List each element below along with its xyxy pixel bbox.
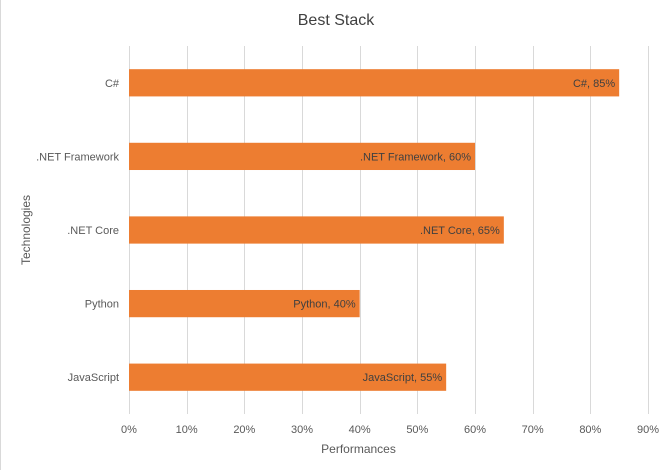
chart-border — [0, 0, 1, 470]
x-axis-title: Performances — [321, 442, 396, 456]
bar — [129, 142, 475, 171]
x-tick-label: 50% — [406, 424, 428, 436]
x-tick-label: 90% — [637, 424, 659, 436]
category-label: C# — [105, 78, 120, 90]
data-labels: C#, 85% .NET Framework, 60% .NET Core, 65%… — [293, 78, 615, 384]
x-tick-label: 60% — [464, 424, 486, 436]
bar — [129, 363, 447, 391]
category-label: .NET Core — [67, 225, 119, 237]
bar — [129, 289, 360, 318]
category-labels: C# .NET Framework .NET Core Python JavaScrip… — [36, 78, 120, 384]
data-label: Python, 40% — [293, 299, 356, 311]
bars — [129, 69, 620, 391]
x-tick-label: 80% — [579, 424, 601, 436]
data-label: C#, 85% — [573, 78, 615, 90]
category-label: Python — [85, 299, 119, 311]
gridlines — [129, 46, 649, 414]
y-axis-title: Technologies — [19, 195, 33, 265]
x-tick-label: 40% — [349, 424, 371, 436]
bar — [129, 216, 504, 244]
data-label: .NET Framework, 60% — [360, 151, 471, 163]
x-tick-label: 30% — [291, 424, 313, 436]
chart-title: Best Stack — [298, 12, 375, 29]
x-tick-label: 70% — [522, 424, 544, 436]
bar — [129, 69, 620, 97]
x-tick-label: 10% — [176, 424, 198, 436]
x-tick-label: 20% — [233, 424, 255, 436]
data-label: JavaScript, 55% — [363, 372, 443, 384]
category-label: .NET Framework — [36, 151, 119, 163]
category-label: JavaScript — [68, 372, 119, 384]
data-label: .NET Core, 65% — [420, 225, 500, 237]
x-tick-label: 0% — [121, 424, 137, 436]
x-tick-labels: 0% 10% 20% 30% 40% 50% 60% 70% 80% 90% — [121, 424, 659, 436]
